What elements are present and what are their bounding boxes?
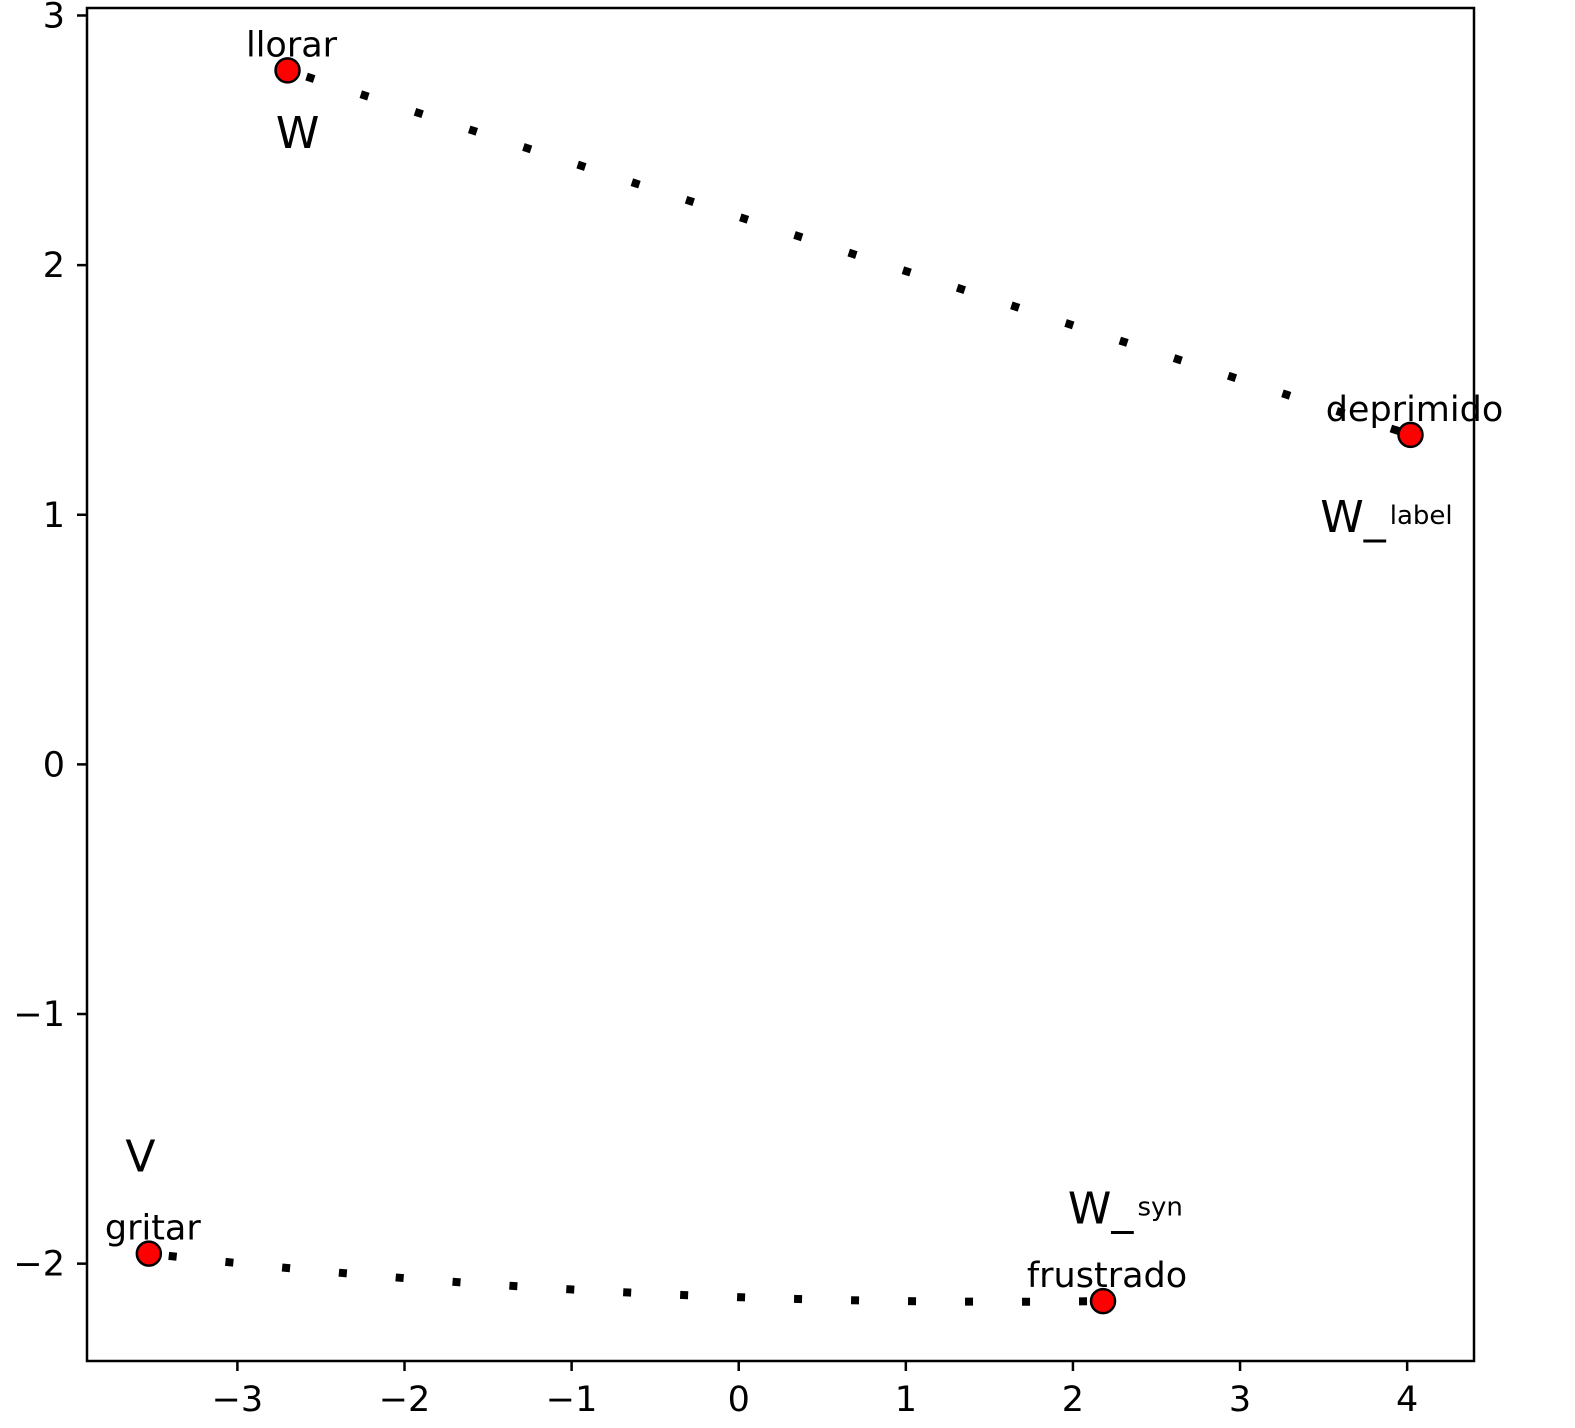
- annotation-main-text: W: [276, 108, 320, 159]
- annotation-subscript-text: label: [1390, 501, 1453, 531]
- point-label-frustrado: frustrado: [1027, 1256, 1187, 1296]
- x-tick-label: 1: [895, 1380, 917, 1420]
- y-tick-label: 2: [43, 246, 65, 286]
- annotation-main-text: W_: [1320, 492, 1387, 543]
- plot-frame: [85, 6, 1476, 1363]
- x-tick-label: −3: [212, 1380, 264, 1420]
- annotation-w-syn: W_ syn: [1068, 1184, 1183, 1235]
- connection-line-llorar-deprimido: [286, 66, 1412, 439]
- point-label-llorar: llorar: [246, 25, 338, 65]
- x-tick-label: 3: [1229, 1380, 1251, 1420]
- connection-line-gritar-frustrado: [148, 1249, 1104, 1306]
- annotation-w: W: [276, 108, 320, 159]
- annotation-main-text: W_: [1068, 1184, 1135, 1235]
- data-point-deprimido: [1397, 421, 1424, 449]
- annotation-w-label: W_ label: [1320, 492, 1452, 543]
- annotation-v: V: [125, 1131, 155, 1182]
- data-point-gritar: [135, 1240, 163, 1267]
- x-tick-label: 0: [728, 1380, 750, 1420]
- x-tick-label: 2: [1062, 1380, 1084, 1420]
- x-tick-label: −1: [546, 1380, 598, 1420]
- point-label-gritar: gritar: [105, 1209, 202, 1249]
- y-tick-label: −2: [13, 1245, 65, 1285]
- y-tick-label: 0: [43, 745, 65, 785]
- y-tick-label: −1: [13, 995, 65, 1035]
- annotation-main-text: V: [125, 1131, 155, 1182]
- data-point-frustrado: [1089, 1287, 1117, 1315]
- annotation-subscript-text: syn: [1137, 1193, 1182, 1223]
- x-tick-label: −2: [379, 1380, 431, 1420]
- data-point-llorar: [274, 57, 301, 84]
- x-tick-label: 4: [1396, 1380, 1418, 1420]
- point-label-deprimido: deprimido: [1326, 390, 1504, 430]
- y-tick-label: 3: [43, 0, 65, 36]
- y-tick-label: 1: [43, 496, 65, 536]
- axis-layer: −3 −2 −1 0 1 2 3 4 −2 −1 0 1 2 3: [13, 0, 1418, 1420]
